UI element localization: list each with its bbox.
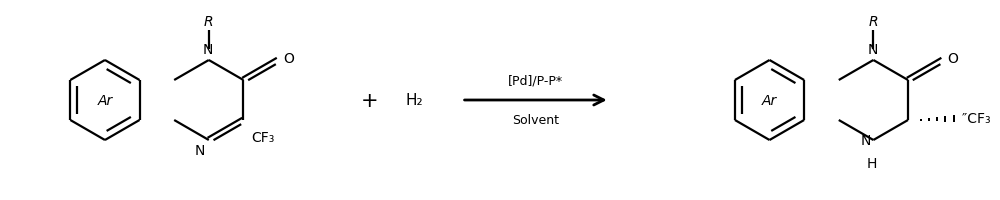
Text: ′′CF₃: ′′CF₃ (962, 111, 992, 125)
Text: N: N (194, 143, 205, 157)
Text: Solvent: Solvent (512, 113, 559, 126)
Text: Ar: Ar (97, 94, 113, 107)
Text: H: H (866, 156, 877, 170)
Text: O: O (283, 52, 294, 66)
Text: N: N (203, 43, 213, 57)
Text: R: R (869, 15, 878, 29)
Text: [Pd]/P-P*: [Pd]/P-P* (508, 75, 563, 88)
Text: H₂: H₂ (406, 93, 424, 108)
Text: Ar: Ar (762, 94, 777, 107)
Text: +: + (361, 91, 379, 110)
Text: N: N (861, 133, 871, 147)
Text: O: O (948, 52, 958, 66)
Text: N: N (867, 43, 878, 57)
Text: CF₃: CF₃ (251, 130, 275, 144)
Text: R: R (204, 15, 214, 29)
